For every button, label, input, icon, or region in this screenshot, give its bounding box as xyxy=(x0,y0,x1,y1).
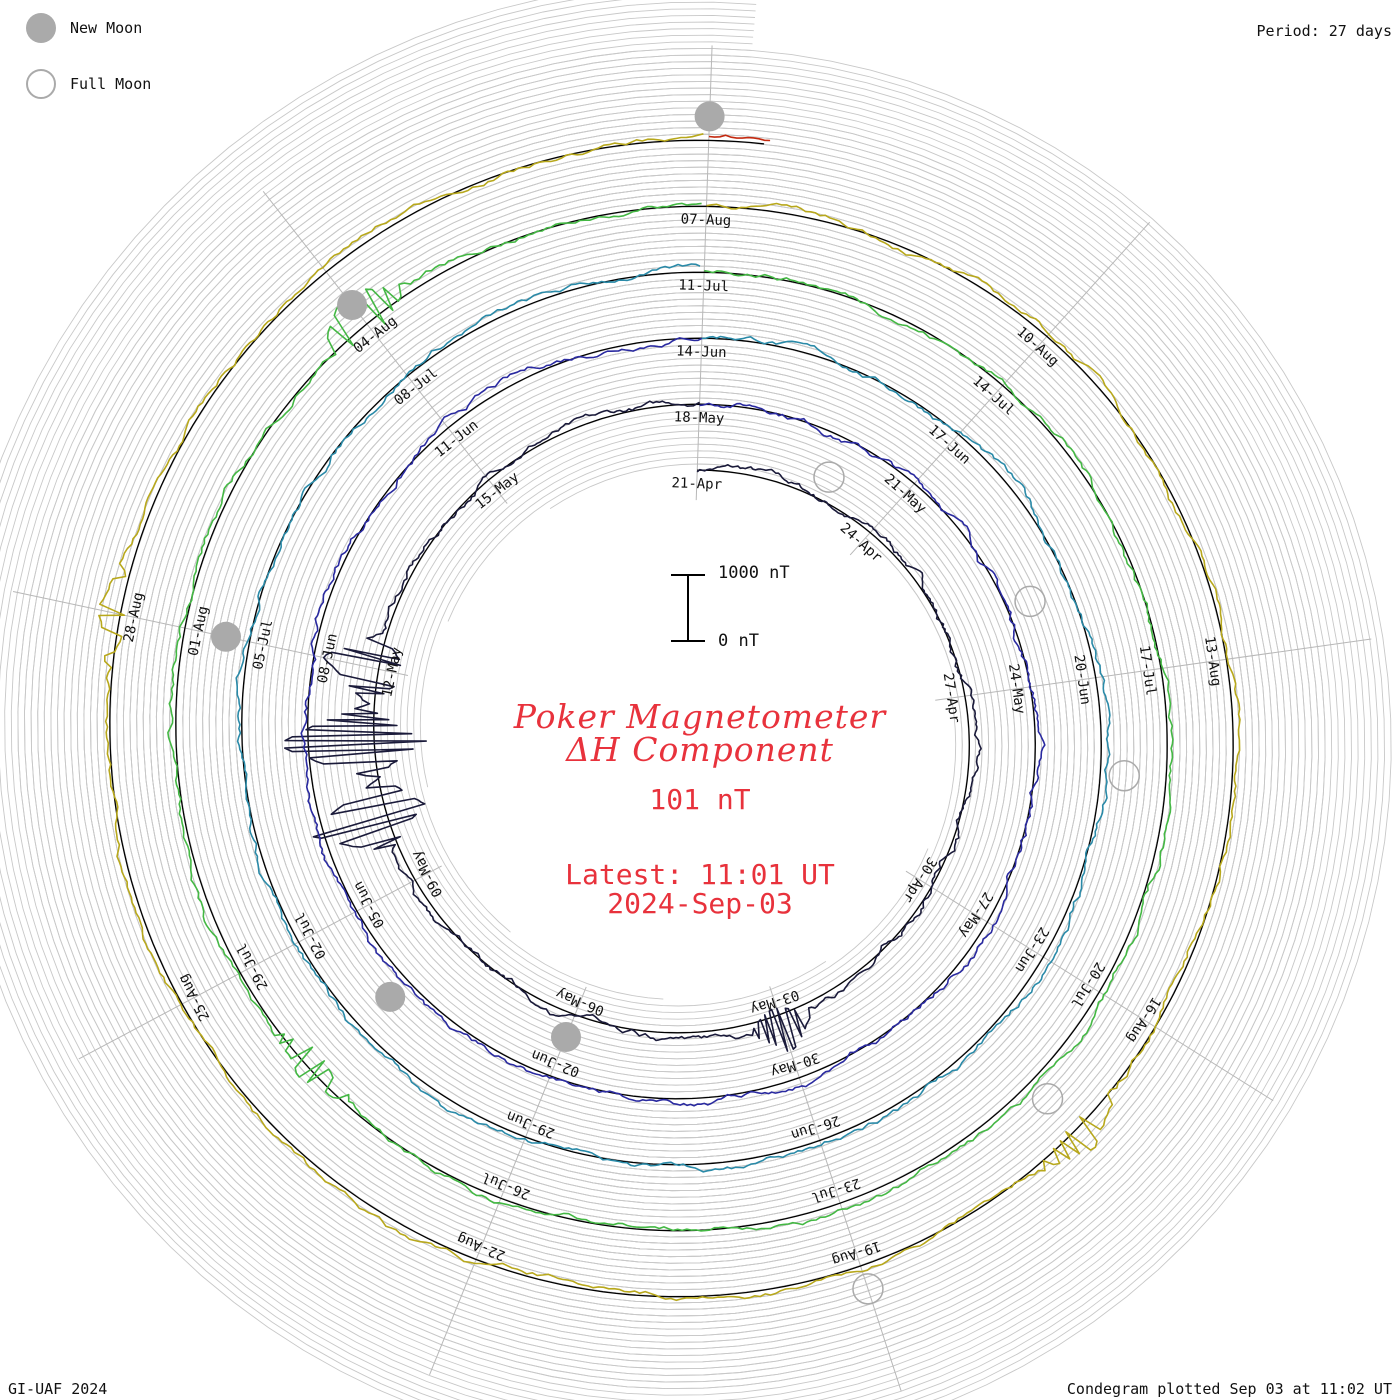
scale-bottom-label: 0 nT xyxy=(718,631,759,651)
full-moon-marker xyxy=(813,461,845,493)
full-moon-marker xyxy=(1108,759,1140,792)
date-tick-label: 13-Aug xyxy=(1201,635,1224,687)
date-tick-label: 20-Jun xyxy=(1070,654,1093,706)
date-tick-label: 01-Aug xyxy=(185,605,211,658)
date-spoke xyxy=(769,986,902,1392)
date-tick-label: 18-May xyxy=(674,409,725,427)
trace-rotation-2 xyxy=(300,337,1046,1107)
footer-plot-time: Condegram plotted Sep 03 at 11:02 UT xyxy=(1066,1380,1392,1398)
full-moon-marker xyxy=(852,1273,884,1305)
date-tick-label: 08-Jun xyxy=(315,632,341,685)
date-tick-label: 22-Aug xyxy=(455,1230,508,1264)
chart-subtitle: ΔH Component xyxy=(566,730,834,769)
new-moon-marker xyxy=(210,621,241,652)
grid-ring xyxy=(0,1,1372,1400)
legend-full-moon: Full Moon xyxy=(26,69,151,99)
full-moon-marker xyxy=(1014,585,1046,618)
full-moon-marker xyxy=(1031,1082,1064,1115)
date-tick-label: 27-Apr xyxy=(940,672,963,724)
trace-rotation-6 xyxy=(708,134,771,142)
date-tick-label: 06-May xyxy=(554,985,607,1019)
date-tick-label: 08-Jul xyxy=(391,365,441,409)
date-tick-label: 12-May xyxy=(379,646,405,699)
date-spoke xyxy=(849,221,1151,556)
scale-top-label: 1000 nT xyxy=(718,563,790,583)
footer-credit: GI-UAF 2024 xyxy=(8,1380,108,1398)
grid-ring xyxy=(10,41,1333,1396)
date-tick-label: 11-Jul xyxy=(678,277,729,295)
trace-rotation-5 xyxy=(98,133,1241,1302)
full-moon-icon xyxy=(26,69,56,99)
trace-rotation-1 xyxy=(284,400,982,1052)
date-tick-label: 23-Jul xyxy=(809,1174,862,1205)
date-spoke xyxy=(935,638,1372,701)
new-moon-icon xyxy=(26,13,56,43)
grid-ring xyxy=(0,21,1352,1400)
date-spoke xyxy=(429,986,587,1375)
date-tick-label: 11-Jun xyxy=(432,417,482,461)
latest-time: Latest: 11:01 UT xyxy=(565,858,835,891)
new-moon-label: New Moon xyxy=(70,19,143,37)
moon-markers xyxy=(210,101,1140,1305)
trace-rotation-4 xyxy=(167,202,1174,1232)
date-tick-label: 03-May xyxy=(748,986,801,1017)
date-spoke xyxy=(905,870,1274,1102)
legend-new-moon: New Moon xyxy=(26,13,142,43)
date-tick-label: 07-Aug xyxy=(680,211,731,229)
current-value: 101 nT xyxy=(649,783,751,816)
baseline-spiral xyxy=(109,139,1234,1298)
new-moon-marker xyxy=(551,1021,582,1052)
date-tick-label: 16-Aug xyxy=(1123,994,1163,1045)
date-tick-label: 17-Jul xyxy=(1136,644,1159,696)
date-tick-label: 19-Aug xyxy=(830,1237,883,1268)
baseline-spiral-path xyxy=(109,139,1234,1298)
date-spoke xyxy=(12,591,409,676)
new-moon-marker xyxy=(337,290,368,321)
date-tick-label: 20-Jul xyxy=(1067,959,1107,1010)
full-moon-label: Full Moon xyxy=(70,75,152,93)
new-moon-marker xyxy=(694,101,725,132)
chart-title: Poker Magnetometer xyxy=(513,697,887,736)
period-label: Period: 27 days xyxy=(1256,22,1392,40)
trace-rotation-3 xyxy=(235,263,1111,1173)
date-tick-label: 26-Jun xyxy=(789,1112,842,1143)
magnetometer-traces xyxy=(98,133,1241,1302)
date-tick-label: 14-Jun xyxy=(676,343,727,361)
date-tick-label: 30-May xyxy=(768,1049,821,1080)
title-block: Poker Magnetometer ΔH Component 101 nT xyxy=(0,697,1400,816)
date-tick-label: 25-Aug xyxy=(175,971,213,1023)
date-tick-label: 04-Aug xyxy=(351,313,401,357)
date-tick-label: 24-May xyxy=(1005,663,1028,715)
date-tick-label: 26-Jul xyxy=(480,1168,533,1202)
latest-block: Latest: 11:01 UT 2024-Sep-03 xyxy=(0,858,1400,920)
date-tick-label: 15-May xyxy=(472,469,522,513)
grid-ring xyxy=(4,34,1339,1400)
date-tick-label: 10-Aug xyxy=(1013,324,1061,370)
date-tick-label: 21-May xyxy=(881,471,929,517)
date-tick-label: 14-Jul xyxy=(969,373,1017,419)
date-tick-label: 21-Apr xyxy=(671,475,722,493)
date-spoke xyxy=(78,865,442,1060)
new-moon-marker xyxy=(375,981,406,1012)
date-spoke xyxy=(262,190,508,504)
grid-ring xyxy=(0,14,1359,1400)
date-tick-label: 17-Jun xyxy=(925,422,973,468)
scale-bar xyxy=(671,574,705,642)
grid-ring xyxy=(0,28,1346,1400)
date-tick-label: 23-Jun xyxy=(1011,924,1051,975)
latest-date: 2024-Sep-03 xyxy=(607,887,793,920)
date-tick-label: 24-Apr xyxy=(837,520,885,566)
date-tick-label: 29-Jul xyxy=(234,940,272,992)
date-tick-label: 28-Aug xyxy=(121,591,147,644)
date-tick-label: 05-Jul xyxy=(250,618,276,671)
